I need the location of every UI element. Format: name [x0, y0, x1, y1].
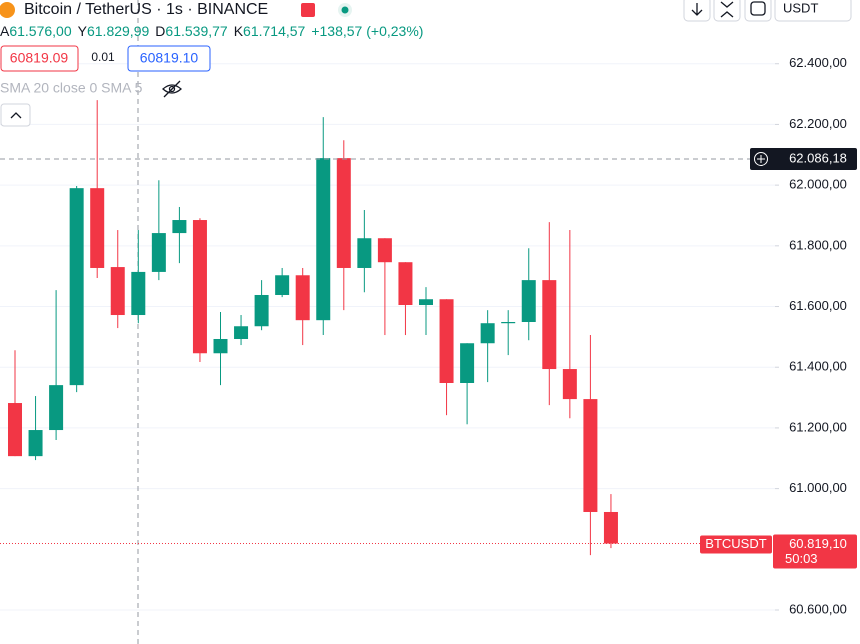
ohlc-key: Y [78, 23, 88, 39]
symbol-tag: BTCUSDT [705, 536, 766, 551]
chevron-up [10, 112, 22, 119]
candle-body [131, 271, 146, 316]
symbol-tag-box [700, 535, 772, 554]
candle-body [110, 267, 125, 316]
ohlc-key: A [0, 23, 10, 39]
collapse-legend-button[interactable] [0, 103, 31, 127]
ohlc-value: 61.576,00 [9, 23, 71, 39]
y-tick-label: 62.400,00 [789, 55, 847, 70]
candle-body [316, 158, 331, 321]
candle-body [377, 238, 392, 263]
candle-body [336, 158, 351, 268]
collapse-icon [720, 1, 734, 18]
candle-body [542, 280, 557, 370]
candles [8, 100, 618, 556]
candle-body [439, 299, 454, 384]
y-tick-label: 62.000,00 [789, 177, 847, 192]
candle-body [192, 220, 207, 354]
candle-body [583, 399, 598, 512]
y-tick-label: 61.000,00 [789, 480, 847, 495]
buy-box[interactable] [127, 45, 211, 72]
candle-body [501, 322, 516, 324]
crosshair-label-box [750, 147, 857, 170]
candle-body [69, 188, 84, 386]
crosshair-label: 62.086,18 [789, 150, 847, 165]
y-tick-label: 61.200,00 [789, 419, 847, 434]
y-tick-label: 60.600,00 [789, 601, 847, 616]
refresh-icon [750, 1, 766, 16]
ohlc-key: K [234, 23, 244, 39]
sell-price: 60819.09 [10, 50, 69, 66]
status-dot [341, 6, 349, 14]
candle-body [480, 323, 495, 344]
candle-body [398, 262, 413, 306]
candle-body [460, 343, 475, 384]
indicator-label: SMA 20 close 0 SMA 5 [0, 80, 143, 96]
collapse-button[interactable] [713, 0, 741, 22]
currency: USDT [783, 0, 818, 15]
candle-body [172, 220, 187, 234]
ohlc-key: D [155, 23, 165, 39]
last-price-box [773, 534, 857, 569]
sell-box[interactable] [0, 45, 79, 72]
candle-body [213, 338, 228, 354]
buy-price: 60819.10 [140, 50, 199, 66]
currency-button[interactable] [774, 0, 852, 22]
coin-icon [0, 2, 15, 18]
crosshair-plus-icon [754, 151, 768, 166]
candle-body [295, 275, 310, 321]
countdown: 50:03 [785, 551, 818, 566]
candle-body [8, 403, 22, 457]
grid: 60.600,00 61.000,00 61.200,00 61.400,00 61.6… [0, 55, 847, 616]
crosshair-plus [757, 154, 765, 163]
ohlc-value: 61.714,57 [243, 23, 305, 39]
candle-body [28, 430, 43, 457]
ohlc-legend: A61.576,00 Y61.829,99 D61.539,77 K61.714,57… [0, 23, 423, 39]
candle-body [275, 275, 290, 295]
candle-body [90, 188, 105, 268]
candle-body [603, 511, 618, 544]
arrow-down-icon [691, 3, 703, 16]
y-tick-label: 61.400,00 [789, 359, 847, 374]
candle-body [521, 280, 536, 322]
refresh-button[interactable] [744, 0, 772, 22]
symbol-title: Bitcoin / TetherUS · 1s · BINANCE [24, 1, 268, 18]
flag-icon[interactable] [301, 3, 315, 17]
candle-body [419, 299, 433, 306]
candle-body [151, 233, 166, 272]
y-tick-label: 61.800,00 [789, 237, 847, 252]
candle-body [49, 385, 64, 431]
ohlc-value: 61.539,77 [165, 23, 227, 39]
last-price-label: 60.819,10 [789, 536, 847, 551]
hide-icon[interactable] [162, 80, 182, 98]
candle-body [562, 369, 577, 400]
candle-body [254, 294, 269, 327]
candle-body [357, 238, 372, 268]
ohlc-change: +138,57 (+0,23%) [311, 23, 423, 39]
candle-body [234, 326, 249, 339]
ohlc-value: 61.829,99 [87, 23, 149, 39]
y-tick-label: 61.600,00 [789, 298, 847, 313]
spread: 0.01 [91, 50, 115, 64]
y-tick-label: 62.200,00 [789, 116, 847, 131]
